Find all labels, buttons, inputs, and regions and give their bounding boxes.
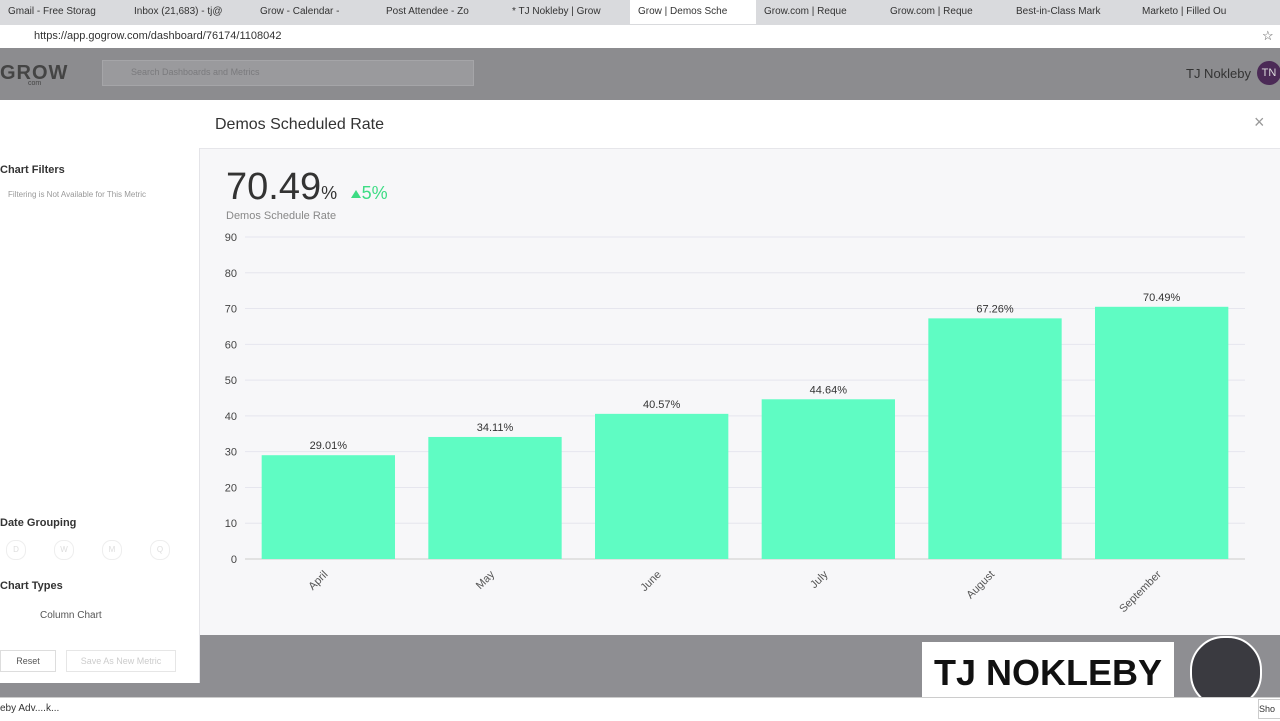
y-tick-label: 50 <box>225 375 237 387</box>
value-label: 29.01% <box>310 440 348 452</box>
grouping-option[interactable]: M <box>102 540 122 560</box>
up-arrow <box>350 190 361 198</box>
x-tick-label: June <box>638 569 663 594</box>
search-box[interactable]: Search Dashboards and Metrics <box>102 60 474 86</box>
logo[interactable]: GROW <box>0 62 69 84</box>
y-tick-label: 20 <box>225 482 237 494</box>
filters-note: Filtering is Not Available for This Metr… <box>8 190 146 199</box>
y-tick-label: 80 <box>225 268 237 280</box>
kpi-label: Demos Schedule Rate <box>226 210 337 222</box>
y-tick-label: 60 <box>225 339 237 351</box>
close-button[interactable]: × <box>1254 112 1265 132</box>
grouping-option[interactable]: D <box>6 540 26 560</box>
kpi: 70.49% 5% <box>226 166 388 209</box>
bar <box>761 399 895 559</box>
url[interactable]: https://app.gogrow.com/dashboard/76174/1… <box>34 30 282 42</box>
app-header: GROW com Search Dashboards and Metrics T… <box>0 48 1280 100</box>
y-tick-label: 10 <box>225 518 237 530</box>
bar <box>261 455 395 559</box>
browser-tab[interactable]: Inbox (21,683) - tj@ <box>134 6 223 17</box>
y-tick-label: 30 <box>225 447 237 459</box>
sidebar: Chart Filters Filtering is Not Available… <box>0 148 200 683</box>
grouping-option[interactable]: W <box>54 540 74 560</box>
save-button[interactable]: Save As New Metric <box>66 650 176 672</box>
tab-bar: Gmail - Free Storag Inbox (21,683) - tj@ G… <box>0 0 1280 25</box>
types-title: Chart Types <box>0 580 63 592</box>
browser-tab[interactable]: Grow.com | Reque <box>764 6 847 17</box>
grouping-title: Date Grouping <box>0 517 77 529</box>
browser-tab[interactable]: Gmail - Free Storag <box>8 6 96 17</box>
name-overlay: TJ NOKLEBY <box>922 642 1174 697</box>
kpi-unit: % <box>321 183 338 203</box>
value-label: 70.49% <box>1143 292 1181 304</box>
x-tick-label: April <box>306 569 330 593</box>
address-bar: https://app.gogrow.com/dashboard/76174/1… <box>0 25 1280 48</box>
browser-tab[interactable]: Marketo | Filled Ou <box>1142 6 1227 17</box>
chart-type[interactable]: Column Chart <box>40 610 102 621</box>
browser-tab[interactable]: Best-in-Class Mark <box>1016 6 1101 17</box>
y-tick-label: 70 <box>225 304 237 316</box>
x-tick-label: September <box>1117 568 1164 615</box>
browser-tab[interactable]: Post Attendee - Zo <box>386 6 469 17</box>
y-tick-label: 40 <box>225 411 237 423</box>
presenter-photo <box>1190 636 1262 708</box>
download-bar: eby Adv....k... Sho <box>0 697 1280 721</box>
value-label: 34.11% <box>477 422 514 434</box>
y-tick-label: 90 <box>225 232 237 244</box>
bar <box>428 436 562 559</box>
panel-title: Demos Scheduled Rate <box>215 116 384 133</box>
browser-tab[interactable]: Grow | Demos Sche <box>630 0 756 24</box>
show-all-button[interactable]: Sho <box>1258 699 1280 719</box>
modal-header: Demos Scheduled Rate × <box>0 100 1280 149</box>
value-label: 44.64% <box>810 384 848 396</box>
y-tick-label: 0 <box>231 554 237 566</box>
logo-sub: com <box>28 80 42 87</box>
bookmark-star[interactable]: ☆ <box>1262 28 1274 43</box>
x-tick-label: August <box>964 569 997 602</box>
x-tick-label: May <box>474 568 498 592</box>
filters-title: Chart Filters <box>0 164 65 176</box>
bar <box>595 413 729 559</box>
bar <box>1095 306 1229 559</box>
reset-button[interactable]: Reset <box>0 650 56 672</box>
bar <box>928 318 1062 559</box>
avatar[interactable]: TN <box>1257 61 1280 85</box>
user-name[interactable]: TJ Nokleby <box>1186 66 1252 81</box>
kpi-change: 5% <box>361 183 388 203</box>
browser-tab[interactable]: Grow - Calendar - <box>260 6 340 17</box>
value-label: 67.26% <box>976 303 1014 315</box>
grouping-option[interactable]: Q <box>150 540 170 560</box>
browser-tab[interactable]: * TJ Nokleby | Grow <box>512 6 601 17</box>
chart: 0 10 20 30 40 50 60 70 80 90 29.01% April 34.11% May 4… <box>225 232 1245 615</box>
search-placeholder: Search Dashboards and Metrics <box>131 67 260 77</box>
browser-tab[interactable]: Grow.com | Reque <box>890 6 973 17</box>
download-item[interactable]: eby Adv....k... <box>0 703 60 714</box>
x-tick-label: July <box>808 568 831 591</box>
kpi-value: 70.49 <box>226 166 322 208</box>
value-label: 40.57% <box>643 399 681 411</box>
